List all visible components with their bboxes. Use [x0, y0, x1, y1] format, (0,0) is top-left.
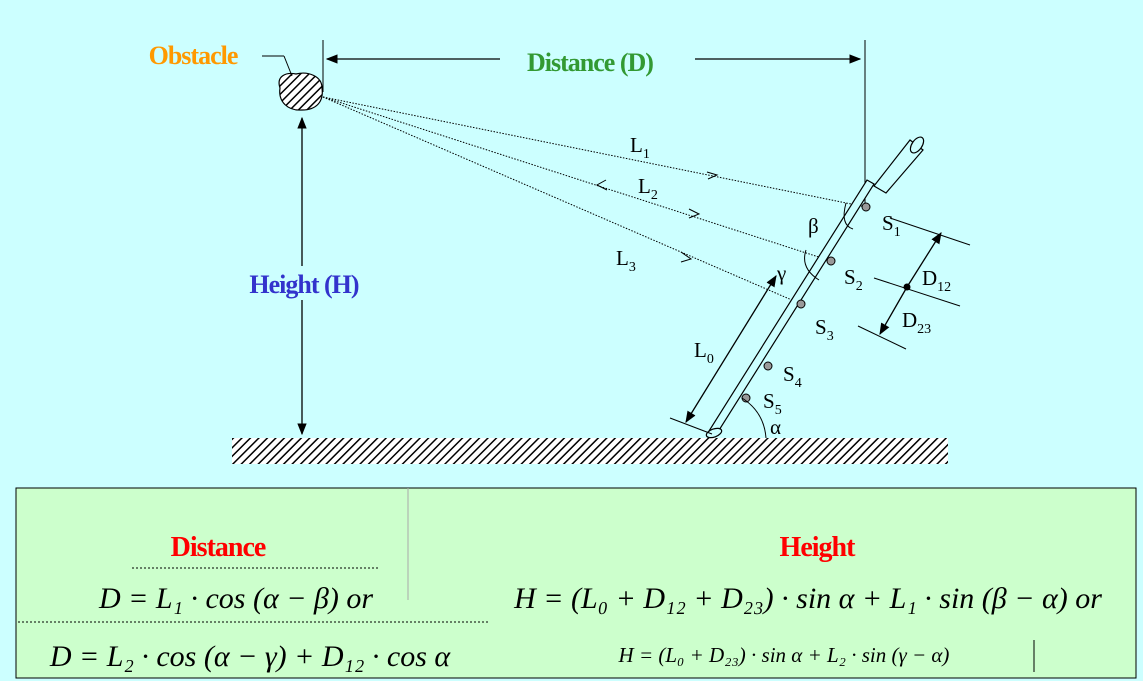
- S5-label: S5: [763, 389, 782, 418]
- height-title: Height: [780, 532, 857, 563]
- distance-formula-1: D = L₁ · cos (α − β) or: [98, 582, 373, 615]
- height-label-bg: [248, 266, 354, 300]
- S4-label: S4: [783, 362, 802, 391]
- gamma-arc: [804, 249, 820, 281]
- S2-label: S2: [844, 265, 863, 294]
- formula-table: Distance Height D = L₁ · cos (α − β) or …: [15, 487, 1137, 679]
- L1-label: L1: [630, 133, 650, 162]
- obstacle-label: Obstacle: [149, 41, 238, 70]
- D-midpoint: [903, 283, 911, 291]
- height-formula-2: H = (L₀ + D₂₃) · sin α + L₂ · sin (γ − α…: [618, 643, 950, 667]
- L2-label: L2: [638, 174, 658, 203]
- S3-label: S3: [815, 315, 834, 344]
- distance-label: Distance (D): [527, 48, 653, 77]
- d-ext-3: [857, 325, 907, 350]
- obstacle-shape: [278, 72, 323, 111]
- formula-table-bg: [15, 487, 1137, 679]
- sensor-S2: [826, 256, 836, 266]
- distance-title: Distance: [171, 532, 266, 563]
- D23-dimension: [879, 286, 908, 336]
- distance-formula-2: D = L₂ · cos (α − γ) + D₁₂ · cos α: [49, 640, 452, 673]
- D23-label: D23: [902, 308, 931, 337]
- L0-ext-line: [669, 417, 713, 435]
- beta-arc: [843, 202, 854, 230]
- height-formula-1: H = (L₀ + D₁₂ + D₂₃) · sin α + L₁ · sin …: [513, 582, 1102, 615]
- sensor-S4: [763, 361, 773, 371]
- L0-label: L0: [694, 338, 714, 367]
- obstacle-leader-2: [283, 55, 293, 77]
- d-ext-2: [873, 277, 961, 307]
- height-label: Height (H): [249, 270, 358, 299]
- D12-dimension: [906, 232, 942, 288]
- S1-label: S1: [882, 211, 901, 240]
- sensor-S3: [796, 299, 806, 309]
- beta-label: β: [808, 214, 819, 238]
- ray-L2-arrow-2: [688, 208, 701, 219]
- ray-L1: [322, 96, 867, 208]
- ray-L2-arrow: [595, 179, 608, 191]
- L0-dimension: [685, 275, 777, 423]
- ray-L2: [322, 96, 832, 262]
- D12-label: D12: [922, 266, 951, 295]
- ray-L3-arrow: [680, 251, 693, 263]
- alpha-label: α: [770, 415, 781, 439]
- d-ext-1: [889, 217, 971, 246]
- ray-L1-arrow: [706, 171, 719, 180]
- L3-label: L3: [616, 246, 636, 275]
- sensor-S1: [861, 202, 871, 212]
- gamma-label: γ: [776, 261, 786, 285]
- ground-hatch: [232, 438, 948, 464]
